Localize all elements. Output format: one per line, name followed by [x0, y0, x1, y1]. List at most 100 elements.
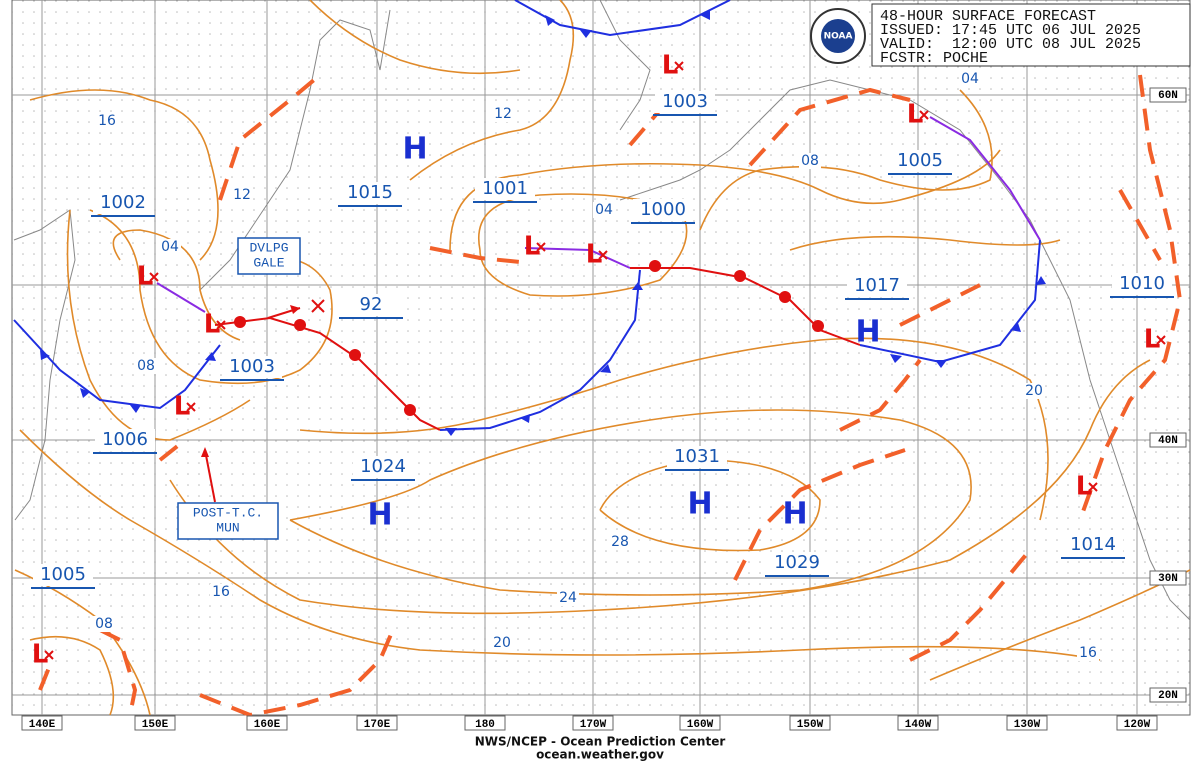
header-issued: ISSUED: 17:45 UTC 06 JUL 2025	[880, 22, 1141, 39]
pressure-label: 1017	[854, 275, 900, 296]
isobar-label-bg	[1077, 645, 1099, 661]
header-valid: VALID: 12:00 UTC 08 JUL 2025	[880, 36, 1141, 53]
low-center: L	[32, 640, 49, 670]
pressure-label-bg	[847, 275, 907, 297]
annotation-text: GALE	[253, 255, 284, 270]
pressure-label: 1014	[1070, 534, 1116, 555]
pressure-label: 1003	[662, 91, 708, 112]
pressure-label: 1001	[482, 178, 528, 199]
low-marker	[149, 272, 159, 282]
pressure-label: 1000	[640, 199, 686, 220]
lon-label-box	[789, 715, 831, 731]
lon-label: 180	[475, 719, 495, 731]
lon-label: 140E	[29, 719, 56, 731]
arrows	[201, 299, 325, 503]
isobar-label: 16	[98, 113, 116, 129]
low-marker	[186, 402, 196, 412]
low-marker	[1088, 482, 1098, 492]
high-center: H	[402, 132, 427, 167]
lon-label-box	[356, 715, 398, 731]
lon-label: 170E	[364, 719, 391, 731]
isobar-label: 12	[494, 106, 512, 122]
lon-label-box	[21, 715, 63, 731]
lon-label: 130W	[1014, 719, 1041, 731]
pressure-label: 1024	[360, 456, 406, 477]
lon-label: 160E	[254, 719, 281, 731]
lon-label-box	[134, 715, 176, 731]
lon-label-box	[897, 715, 939, 731]
lon-label-box	[246, 715, 288, 731]
header-title: 48-HOUR SURFACE FORECAST	[880, 8, 1096, 25]
lon-label: 170W	[580, 719, 607, 731]
lat-label: 30N	[1158, 573, 1178, 585]
pressure-label: 1029	[774, 552, 820, 573]
pressure-label-bg	[655, 91, 715, 113]
lon-label: 160W	[687, 719, 714, 731]
isobar-label: 16	[1079, 645, 1097, 661]
isobar-label-bg	[159, 239, 181, 255]
coastlines	[13, 0, 1191, 621]
low-center: L	[524, 232, 541, 262]
pressure-label-bg	[93, 192, 153, 214]
isobar-label-bg	[492, 106, 514, 122]
pressure-label-bg	[890, 150, 950, 172]
graticule	[12, 0, 1190, 715]
low-marker	[674, 61, 684, 71]
lon-label-box	[1006, 715, 1048, 731]
isobar-label-bg	[959, 71, 981, 87]
isobar-label-bg	[93, 616, 115, 632]
isobar-label: 04	[595, 202, 613, 218]
pressure-label-bg	[767, 552, 827, 574]
isobar-label: 24	[559, 590, 577, 606]
low-marker	[216, 320, 226, 330]
lat-label-box	[1149, 432, 1187, 448]
isobar-label-bg	[135, 358, 157, 374]
pressure-label-bg	[222, 356, 282, 378]
low-marker	[44, 650, 54, 660]
isobar-label-bg	[96, 113, 118, 129]
isobar-label-bg	[557, 590, 579, 606]
pressure-label: 92	[360, 294, 383, 315]
pressure-label-bg	[1063, 534, 1123, 556]
high-center: H	[782, 497, 807, 532]
low-center: L	[174, 392, 191, 422]
isobar-label: 04	[961, 71, 979, 87]
isobar-label-bg	[799, 153, 821, 169]
footer-url: ocean.weather.gov	[536, 748, 664, 762]
isobar-label: 08	[801, 153, 819, 169]
lat-label: 40N	[1158, 435, 1178, 447]
annotation-text: POST-T.C.	[193, 505, 263, 520]
isobar-label: 08	[137, 358, 155, 374]
high-center: H	[687, 487, 712, 522]
isobar-label: 04	[161, 239, 179, 255]
isobar-label-bg	[593, 202, 615, 218]
high-center: H	[855, 315, 880, 350]
isobar-label-bg	[1023, 383, 1045, 399]
isobar-label: 20	[493, 635, 511, 651]
lon-label-box	[1116, 715, 1158, 731]
header-forecaster: FCSTR: POCHE	[880, 50, 988, 67]
low-center: L	[137, 262, 154, 292]
pressure-label: 1010	[1119, 273, 1165, 294]
header-box	[871, 3, 1191, 67]
low-center: L	[586, 240, 603, 270]
pressure-label: 1006	[102, 429, 148, 450]
lat-label-box	[1149, 87, 1187, 103]
low-center: L	[662, 51, 679, 81]
isobar-label: 28	[611, 534, 629, 550]
pressure-label: 1003	[229, 356, 275, 377]
isobar-label: 12	[233, 187, 251, 203]
annotation-box	[237, 237, 301, 275]
annotation-text: DVLPG	[249, 240, 288, 255]
pressure-label-bg	[633, 199, 693, 221]
lon-label-box	[572, 715, 614, 731]
map-frame	[11, 0, 1191, 716]
high-center: H	[367, 498, 392, 533]
pressure-label: 1031	[674, 446, 720, 467]
lat-label: 60N	[1158, 90, 1178, 102]
pressure-label-bg	[667, 446, 727, 468]
isobars	[14, 0, 1191, 716]
pressure-label: 1005	[897, 150, 943, 171]
isobar-label-bg	[491, 635, 513, 651]
